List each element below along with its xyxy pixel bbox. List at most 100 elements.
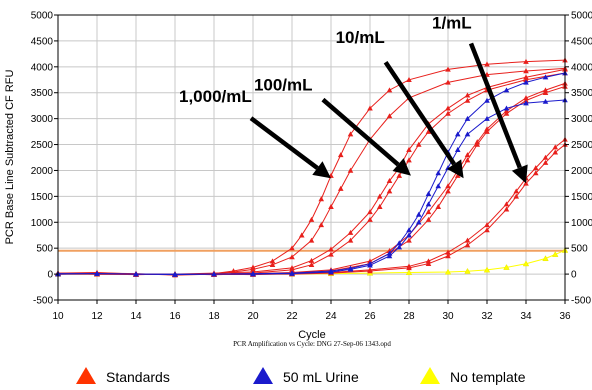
data-point <box>523 68 529 74</box>
data-point <box>445 105 451 111</box>
data-point <box>386 253 393 259</box>
y-tick-label-left: 500 <box>36 244 53 255</box>
data-point <box>376 203 383 209</box>
data-point <box>532 165 539 171</box>
y-tick-label-right: 4500 <box>571 36 592 47</box>
data-point <box>503 108 510 114</box>
data-point <box>386 178 393 184</box>
y-tick-label-right: 3000 <box>571 114 592 125</box>
x-axis-title: Cycle <box>298 329 326 341</box>
data-point <box>133 271 139 277</box>
annotation-arrow-head <box>511 164 528 184</box>
data-point <box>484 222 490 228</box>
y-tick-label-right: 1000 <box>571 218 592 229</box>
y-tick-label-left: 0 <box>47 270 53 281</box>
data-point <box>367 258 373 264</box>
data-point <box>542 154 549 160</box>
data-point <box>298 232 305 238</box>
data-point <box>289 245 295 251</box>
data-point <box>513 193 520 199</box>
y-tick-label-left: 5000 <box>31 11 54 22</box>
data-point <box>386 113 393 119</box>
data-point <box>542 74 549 80</box>
annotation-arrow-head <box>312 161 331 179</box>
data-point <box>523 100 529 106</box>
x-tick-label: 12 <box>91 311 103 322</box>
y-tick-label-right: 1500 <box>571 192 592 203</box>
data-point <box>542 159 549 165</box>
data-point <box>415 219 422 225</box>
data-point <box>454 131 461 137</box>
data-point <box>542 89 549 95</box>
y-tick-label-left: 2000 <box>31 166 54 177</box>
data-point <box>289 254 295 260</box>
data-point <box>425 260 432 266</box>
legend-marker <box>253 367 273 384</box>
data-point <box>347 131 354 137</box>
data-point <box>406 227 412 233</box>
legend-label: 50 mL Urine <box>283 369 359 385</box>
data-point <box>425 190 432 197</box>
data-point <box>347 266 354 272</box>
data-point <box>542 87 549 93</box>
data-point <box>464 92 471 98</box>
x-tick-label: 28 <box>403 311 415 322</box>
annotation-label: 1,000/mL <box>179 87 252 106</box>
x-tick-label: 18 <box>208 311 220 322</box>
y-tick-label-right: 0 <box>571 270 577 281</box>
data-point <box>347 229 354 235</box>
data-point <box>94 270 100 276</box>
data-point <box>269 261 276 268</box>
data-point <box>552 144 559 150</box>
data-point <box>328 251 334 257</box>
annotation-label: 1/mL <box>432 13 472 32</box>
data-point <box>532 170 539 176</box>
data-point <box>328 246 334 252</box>
data-point <box>445 110 451 116</box>
data-point <box>503 264 510 270</box>
y-tick-label-right: -500 <box>571 296 591 307</box>
data-point <box>425 258 432 264</box>
x-tick-label: 10 <box>52 311 64 322</box>
x-tick-label: 24 <box>325 311 337 322</box>
data-point <box>318 222 325 228</box>
data-point <box>474 141 481 147</box>
data-point <box>406 146 412 152</box>
data-point <box>367 209 373 215</box>
data-point <box>308 237 315 243</box>
data-point <box>308 261 315 268</box>
legend-label: No template <box>450 369 526 385</box>
data-point <box>513 188 520 194</box>
data-point <box>347 237 354 243</box>
annotation-arrow-head <box>392 158 411 176</box>
data-point <box>542 98 549 104</box>
y-tick-label-left: 3000 <box>31 114 54 125</box>
data-point <box>484 227 490 233</box>
data-point <box>503 105 510 111</box>
data-point <box>464 237 471 243</box>
y-axis-title: PCR Base Line Subtracted CF RFU <box>4 70 16 245</box>
data-point <box>425 216 432 222</box>
data-point <box>406 157 412 163</box>
annotation-arrow-head <box>447 159 464 179</box>
data-point <box>523 79 529 85</box>
series-line <box>57 99 566 276</box>
data-point <box>523 95 529 101</box>
data-point <box>396 172 403 178</box>
tick-labels: 10 12 14 16 18 20 22 24 26 28 30 32 34 36-500 -5000 050… <box>31 11 592 323</box>
data-point <box>444 268 452 275</box>
data-point <box>523 74 529 80</box>
data-point <box>464 152 471 158</box>
data-point <box>376 193 383 199</box>
data-point <box>484 128 490 134</box>
data-point <box>405 269 413 276</box>
y-tick-label-right: 2500 <box>571 140 592 151</box>
data-point <box>308 216 315 222</box>
data-point <box>464 157 471 163</box>
data-point <box>406 237 412 243</box>
data-point <box>250 271 256 277</box>
data-point <box>415 141 422 147</box>
data-point <box>337 185 344 191</box>
